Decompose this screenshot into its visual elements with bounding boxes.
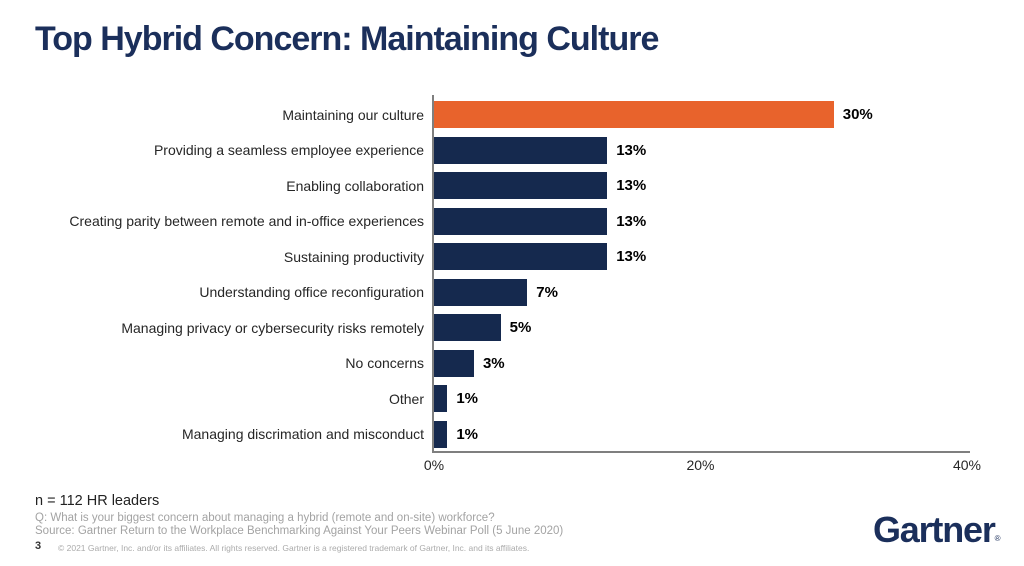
value-label: 30% (842, 106, 873, 124)
bar (434, 278, 528, 306)
value-label: 13% (616, 248, 647, 266)
bar-row: Sustaining productivity 13% (35, 239, 985, 275)
bar-row: No concerns 3% (35, 346, 985, 382)
bar-track: 13% (434, 136, 985, 164)
value-label: 1% (456, 390, 478, 408)
category-label: Sustaining productivity (283, 248, 424, 265)
bar (434, 314, 501, 342)
bar (434, 136, 608, 164)
category-label: Maintaining our culture (282, 106, 424, 123)
value-label: 5% (509, 319, 532, 337)
value-label: 7% (536, 283, 558, 301)
bar-row: Managing privacy or cybersecurity risks … (35, 310, 985, 346)
question-note: Q: What is your biggest concern about ma… (35, 512, 495, 524)
bar-track: 1% (434, 420, 985, 448)
bar-track: 13% (434, 172, 985, 200)
source-note: Source: Gartner Return to the Workplace … (35, 525, 564, 537)
x-axis-tick-label: 0% (423, 457, 445, 473)
registered-trademark-icon: ® (994, 534, 1001, 543)
value-label: 3% (482, 354, 505, 372)
category-label: Providing a seamless employee experience (153, 142, 424, 159)
bar-track: 13% (434, 207, 985, 235)
bar (434, 243, 608, 271)
bar (434, 172, 608, 200)
bar-row: Maintaining our culture 30% (35, 97, 985, 133)
bar-chart: Maintaining our culture 30% Providing a se… (35, 97, 985, 452)
bar-track: 7% (434, 278, 985, 306)
gartner-logo-text: Gartner (873, 509, 996, 550)
page-number: 3 (35, 540, 42, 552)
bar (434, 349, 474, 377)
chart-x-axis-line (432, 451, 970, 453)
bar-track: 5% (434, 314, 985, 342)
sample-size-note: n = 112 HR leaders (35, 493, 160, 509)
copyright-notice: © 2021 Gartner, Inc. and/or its affiliat… (58, 543, 530, 553)
x-axis-tick-label: 40% (952, 457, 982, 473)
bar (434, 101, 834, 129)
bar (434, 420, 448, 448)
chart-y-axis-line (432, 95, 434, 453)
bar-row: Managing discrimation and misconduct 1% (35, 417, 985, 453)
x-axis-ticks: 0% 20% 40% (424, 457, 981, 475)
category-label: Enabling collaboration (286, 177, 424, 194)
bar (434, 207, 608, 235)
bar-row: Providing a seamless employee experience… (35, 133, 985, 169)
gartner-logo: Gartner® (873, 509, 1001, 551)
bar-row: Other 1% (35, 381, 985, 417)
bar-track: 30% (434, 101, 985, 129)
category-label: Understanding office reconfiguration (199, 284, 424, 301)
category-label: Other (388, 390, 424, 407)
category-label: Managing discrimation and misconduct (181, 426, 424, 443)
bar (434, 385, 448, 413)
value-label: 13% (616, 212, 647, 230)
bar-track: 13% (434, 243, 985, 271)
value-label: 13% (616, 141, 647, 159)
category-label: Managing privacy or cybersecurity risks … (121, 319, 424, 336)
value-label: 1% (456, 425, 478, 443)
category-label: Creating parity between remote and in-of… (69, 213, 424, 230)
category-label: No concerns (345, 355, 424, 372)
bar-row: Creating parity between remote and in-of… (35, 204, 985, 240)
bar-row: Enabling collaboration 13% (35, 168, 985, 204)
bar-track: 1% (434, 385, 985, 413)
page-title: Top Hybrid Concern: Maintaining Culture (35, 20, 659, 58)
x-axis-tick-label: 20% (686, 457, 715, 473)
bar-track: 3% (434, 349, 985, 377)
bar-row: Understanding office reconfiguration 7% (35, 275, 985, 311)
value-label: 13% (616, 177, 647, 195)
